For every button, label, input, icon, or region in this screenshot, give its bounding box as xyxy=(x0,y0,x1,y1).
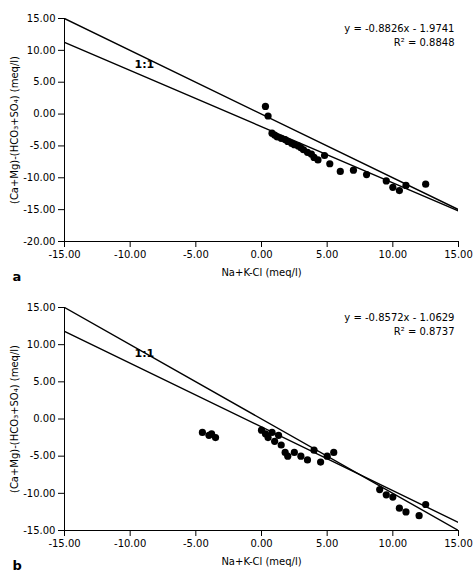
svg-text:15.00: 15.00 xyxy=(27,302,56,313)
svg-text:0.00: 0.00 xyxy=(33,108,55,119)
svg-text:y = -0.8826x - 1.9741R² = 0.88: y = -0.8826x - 1.9741R² = 0.8848 xyxy=(344,23,454,48)
svg-text:-15.00: -15.00 xyxy=(48,249,80,260)
svg-text:-10.00: -10.00 xyxy=(114,249,146,260)
svg-text:-15.00: -15.00 xyxy=(23,525,55,536)
svg-text:1:1: 1:1 xyxy=(135,347,155,360)
svg-text:10.00: 10.00 xyxy=(27,45,56,56)
svg-text:-10.00: -10.00 xyxy=(23,488,55,499)
svg-text:-5.00: -5.00 xyxy=(183,538,209,549)
svg-text:(Ca+Mg)-(HCO₃+SO₄) (meq/l): (Ca+Mg)-(HCO₃+SO₄) (meq/l) xyxy=(9,345,20,493)
svg-text:-20.00: -20.00 xyxy=(23,236,55,247)
svg-text:-5.00: -5.00 xyxy=(183,249,209,260)
svg-text:15.00: 15.00 xyxy=(444,249,473,260)
svg-text:15.00: 15.00 xyxy=(27,13,56,24)
svg-text:Na+K-Cl (meq/l): Na+K-Cl (meq/l) xyxy=(221,267,301,278)
svg-text:10.00: 10.00 xyxy=(379,249,408,260)
svg-text:-10.00: -10.00 xyxy=(114,538,146,549)
svg-text:(Ca+Mg)-(HCO₃+SO₄) (meq/l): (Ca+Mg)-(HCO₃+SO₄) (meq/l) xyxy=(9,56,20,204)
svg-text:Na+K-Cl (meq/l): Na+K-Cl (meq/l) xyxy=(221,556,301,567)
svg-text:10.00: 10.00 xyxy=(379,538,408,549)
svg-text:b: b xyxy=(13,558,22,573)
svg-text:-5.00: -5.00 xyxy=(30,450,56,461)
svg-text:0.00: 0.00 xyxy=(250,538,272,549)
svg-text:y = -0.8572x - 1.0629R² = 0.87: y = -0.8572x - 1.0629R² = 0.8737 xyxy=(344,312,454,337)
svg-text:1:1: 1:1 xyxy=(135,58,155,71)
svg-text:0.00: 0.00 xyxy=(250,249,272,260)
svg-text:5.00: 5.00 xyxy=(316,538,338,549)
svg-text:-10.00: -10.00 xyxy=(23,172,55,183)
svg-text:a: a xyxy=(13,269,22,284)
svg-text:5.00: 5.00 xyxy=(33,76,55,87)
svg-text:0.00: 0.00 xyxy=(33,413,55,424)
svg-text:5.00: 5.00 xyxy=(33,376,55,387)
svg-text:-5.00: -5.00 xyxy=(30,140,56,151)
svg-text:5.00: 5.00 xyxy=(316,249,338,260)
svg-text:10.00: 10.00 xyxy=(27,339,56,350)
svg-text:-15.00: -15.00 xyxy=(48,538,80,549)
svg-text:-15.00: -15.00 xyxy=(23,204,55,215)
svg-text:15.00: 15.00 xyxy=(444,538,473,549)
